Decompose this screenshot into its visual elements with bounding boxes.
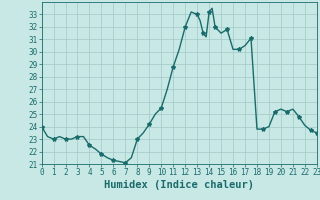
X-axis label: Humidex (Indice chaleur): Humidex (Indice chaleur) bbox=[104, 180, 254, 190]
